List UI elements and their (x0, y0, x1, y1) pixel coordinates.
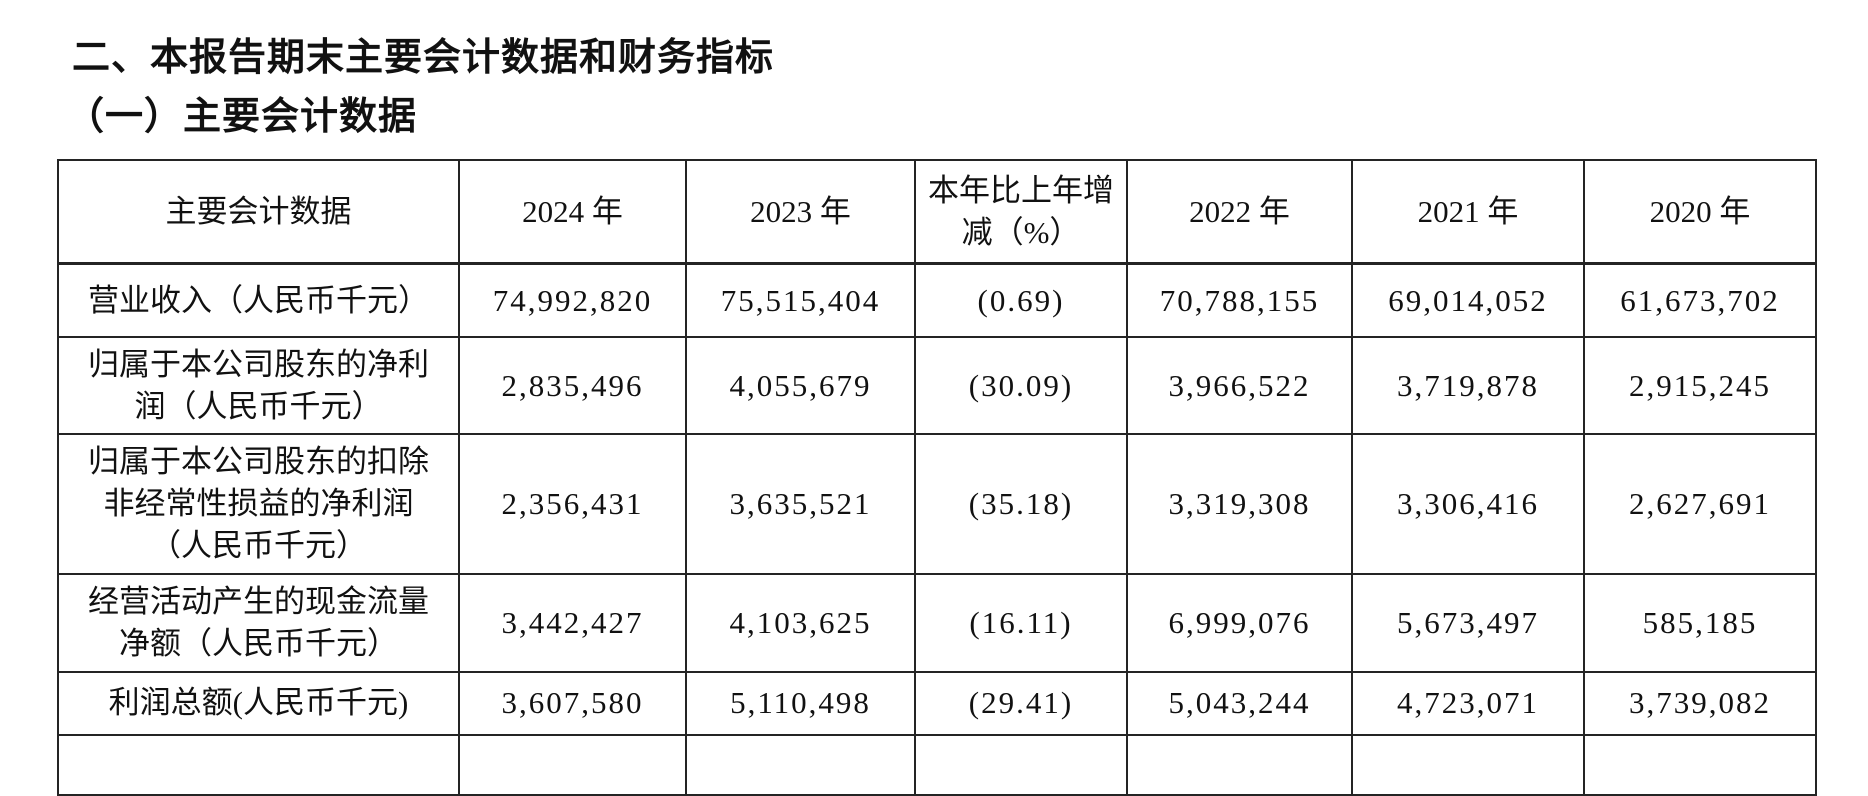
cell-2023: 75,515,404 (685, 262, 916, 338)
cell-2022: 5,043,244 (1126, 670, 1353, 736)
cell-2020 (1583, 733, 1817, 796)
cell-change: (30.09) (914, 335, 1128, 436)
cell-2021: 69,014,052 (1351, 262, 1585, 338)
key-accounting-data-table: 主要会计数据 2024 年 2023 年 本年比上年增 减（%） 2022 年 … (57, 158, 1817, 796)
cell-2021: 5,673,497 (1351, 573, 1585, 673)
cell-2021: 4,723,071 (1351, 670, 1585, 736)
cell-2020: 2,627,691 (1583, 433, 1817, 575)
cell-2020: 3,739,082 (1583, 670, 1817, 736)
cell-2024 (458, 733, 687, 796)
cell-2022: 3,319,308 (1126, 433, 1353, 575)
cell-2023 (685, 733, 916, 796)
row-label: 归属于本公司股东的扣除 非经常性损益的净利润 （人民币千元） (57, 433, 460, 575)
header-cell-2023: 2023 年 (685, 158, 916, 266)
cell-2020: 61,673,702 (1583, 262, 1817, 338)
table-row-net-profit-excl-nonrecurring: 归属于本公司股东的扣除 非经常性损益的净利润 （人民币千元） 2,356,431… (57, 433, 1817, 575)
header-cell-label: 主要会计数据 (57, 158, 460, 266)
cell-change (914, 733, 1128, 796)
cell-2023: 4,055,679 (685, 335, 916, 436)
cell-2021: 3,306,416 (1351, 433, 1585, 575)
cell-2024: 2,356,431 (458, 433, 687, 575)
cell-2023: 3,635,521 (685, 433, 916, 575)
cell-2020: 585,185 (1583, 573, 1817, 673)
table-row-operating-cash-flow: 经营活动产生的现金流量 净额（人民币千元） 3,442,427 4,103,62… (57, 573, 1817, 673)
cell-2023: 5,110,498 (685, 670, 916, 736)
section-title: 二、本报告期末主要会计数据和财务指标 (72, 37, 775, 79)
cell-2023: 4,103,625 (685, 573, 916, 673)
table-row-total-profit: 利润总额(人民币千元) 3,607,580 5,110,498 (29.41) … (57, 670, 1817, 736)
cell-2022: 3,966,522 (1126, 335, 1353, 436)
cell-change: (35.18) (914, 433, 1128, 575)
cell-2022: 6,999,076 (1126, 573, 1353, 673)
header-cell-2021: 2021 年 (1351, 158, 1585, 266)
cell-2022 (1126, 733, 1353, 796)
table-row-revenue: 营业收入（人民币千元） 74,992,820 75,515,404 (0.69)… (57, 262, 1817, 338)
table-row-net-profit: 归属于本公司股东的净利 润（人民币千元） 2,835,496 4,055,679… (57, 335, 1817, 436)
row-label: 营业收入（人民币千元） (57, 262, 460, 338)
header-cell-2022: 2022 年 (1126, 158, 1353, 266)
header-cell-2020: 2020 年 (1583, 158, 1817, 266)
header-cell-2024: 2024 年 (458, 158, 687, 266)
cell-2024: 3,607,580 (458, 670, 687, 736)
cell-2021: 3,719,878 (1351, 335, 1585, 436)
row-label: 利润总额(人民币千元) (57, 670, 460, 736)
row-label: 经营活动产生的现金流量 净额（人民币千元） (57, 573, 460, 673)
cell-2021 (1351, 733, 1585, 796)
cell-change: (0.69) (914, 262, 1128, 338)
cell-2020: 2,915,245 (1583, 335, 1817, 436)
cell-2024: 3,442,427 (458, 573, 687, 673)
subsection-title: （一）主要会计数据 (66, 96, 418, 139)
cell-2022: 70,788,155 (1126, 262, 1353, 338)
row-label: 归属于本公司股东的净利 润（人民币千元） (57, 335, 460, 436)
cell-2024: 2,835,496 (458, 335, 687, 436)
header-cell-change: 本年比上年增 减（%） (914, 158, 1128, 266)
row-label (57, 733, 460, 796)
table-header-row: 主要会计数据 2024 年 2023 年 本年比上年增 减（%） 2022 年 … (57, 158, 1817, 266)
cell-2024: 74,992,820 (458, 262, 687, 338)
table-row-partial (57, 733, 1817, 796)
cell-change: (16.11) (914, 573, 1128, 673)
cell-change: (29.41) (914, 670, 1128, 736)
